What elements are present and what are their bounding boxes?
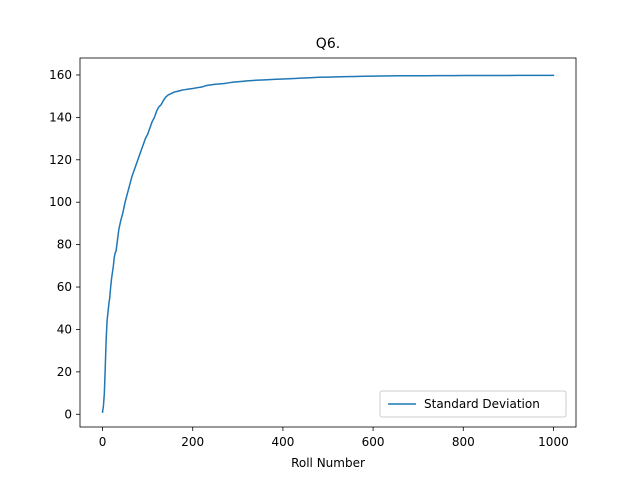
y-tick-label: 120 <box>49 153 72 167</box>
y-tick-label: 100 <box>49 195 72 209</box>
y-tick-label: 20 <box>57 365 72 379</box>
x-tick-label: 400 <box>271 435 294 449</box>
x-tick-label: 1000 <box>538 435 569 449</box>
legend-label-0: Standard Deviation <box>424 397 540 411</box>
x-tick-label: 600 <box>362 435 385 449</box>
y-tick-label: 40 <box>57 322 72 336</box>
y-tick-label: 80 <box>57 238 72 252</box>
series-line-0 <box>101 74 555 414</box>
y-tick-label: 0 <box>64 407 72 421</box>
x-tick-label: 200 <box>181 435 204 449</box>
y-tick-label: 140 <box>49 110 72 124</box>
x-tick-label: 0 <box>99 435 107 449</box>
chart-title: Q6. <box>316 36 340 52</box>
legend: Standard Deviation <box>379 390 567 418</box>
y-tick-label: 60 <box>57 280 72 294</box>
plot-area: 0 200 400 600 800 1000 0 20 40 60 80 100 120 140 160 <box>49 57 577 449</box>
legend-box <box>379 390 567 418</box>
x-tick-label: 800 <box>452 435 475 449</box>
x-axis-label: Roll Number <box>291 456 365 470</box>
y-tick-label: 160 <box>49 68 72 82</box>
axes-frame <box>79 57 577 428</box>
